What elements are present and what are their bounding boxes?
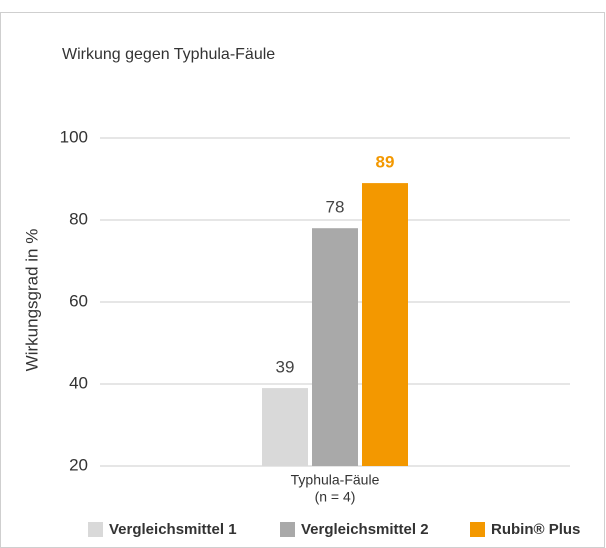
- y-tick-label: 40: [69, 373, 88, 392]
- card: [0, 12, 605, 548]
- legend-label: Vergleichsmittel 2: [301, 521, 429, 538]
- y-tick-label: 100: [60, 127, 88, 146]
- y-tick-label: 80: [69, 209, 88, 228]
- value-label: 39: [276, 358, 295, 377]
- legend-swatch: [470, 522, 485, 537]
- y-tick-label: 60: [69, 291, 88, 310]
- x-tick-label: Typhula-Fäule: [291, 472, 380, 488]
- legend-label: Vergleichsmittel 1: [109, 521, 237, 538]
- y-tick-label: 20: [69, 455, 88, 474]
- bar: [262, 388, 308, 466]
- legend-swatch: [88, 522, 103, 537]
- bar: [312, 228, 358, 466]
- y-axis-label: Wirkungsgrad in %: [22, 229, 41, 372]
- chart-title: Wirkung gegen Typhula-Fäule: [62, 46, 275, 63]
- legend-swatch: [280, 522, 295, 537]
- legend-label: Rubin® Plus: [491, 521, 580, 538]
- x-tick-note: (n = 4): [315, 489, 356, 505]
- value-label: 78: [326, 198, 345, 217]
- bar: [362, 183, 408, 466]
- value-label: 89: [376, 153, 395, 172]
